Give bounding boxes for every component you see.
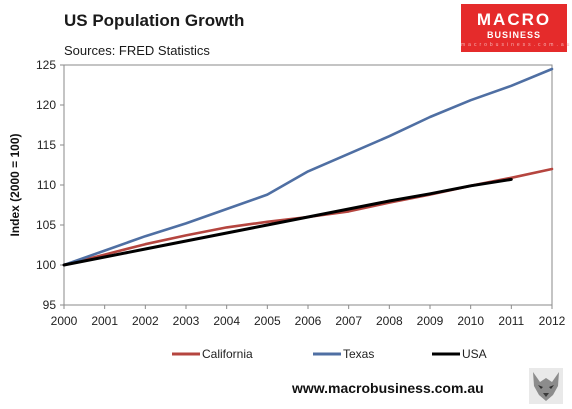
x-tick-label: 2000 — [51, 314, 78, 328]
x-tick-label: 2011 — [498, 314, 524, 328]
y-tick-label: 125 — [36, 58, 56, 72]
wolf-logo-icon — [529, 368, 563, 404]
footer-website-link[interactable]: www.macrobusiness.com.au — [292, 380, 484, 396]
y-tick-label: 105 — [36, 218, 56, 232]
chart-title: US Population Growth — [64, 11, 245, 30]
legend-label-usa: USA — [462, 347, 487, 361]
x-tick-label: 2007 — [335, 314, 362, 328]
y-tick-label: 110 — [37, 178, 56, 192]
logo-tagline: macrobusiness.com.au — [461, 42, 572, 48]
macrobusiness-logo: MACRO BUSINESS macrobusiness.com.au — [461, 4, 572, 52]
y-tick-label: 120 — [36, 98, 56, 112]
legend-label-california: California — [202, 347, 253, 361]
chart-subtitle: Sources: FRED Statistics — [64, 43, 210, 58]
x-tick-label: 2010 — [457, 314, 484, 328]
x-tick-label: 2008 — [376, 314, 403, 328]
logo-line-business: BUSINESS — [486, 30, 541, 40]
y-tick-label: 115 — [37, 138, 56, 152]
x-tick-label: 2002 — [132, 314, 159, 328]
series-line-usa — [62, 177, 513, 267]
y-tick-label: 100 — [36, 258, 56, 272]
legend-label-texas: Texas — [343, 347, 374, 361]
x-tick-label: 2012 — [539, 314, 566, 328]
x-tick-label: 2006 — [295, 314, 322, 328]
y-axis-label: Index (2000 = 100) — [8, 133, 22, 236]
series-line-texas — [62, 67, 554, 267]
x-tick-label: 2004 — [213, 314, 240, 328]
logo-line-macro: MACRO — [476, 10, 552, 29]
x-tick-label: 2003 — [173, 314, 200, 328]
x-tick-label: 2009 — [417, 314, 444, 328]
x-tick-label: 2005 — [254, 314, 281, 328]
x-tick-label: 2001 — [91, 314, 118, 328]
y-tick-label: 95 — [43, 298, 57, 312]
